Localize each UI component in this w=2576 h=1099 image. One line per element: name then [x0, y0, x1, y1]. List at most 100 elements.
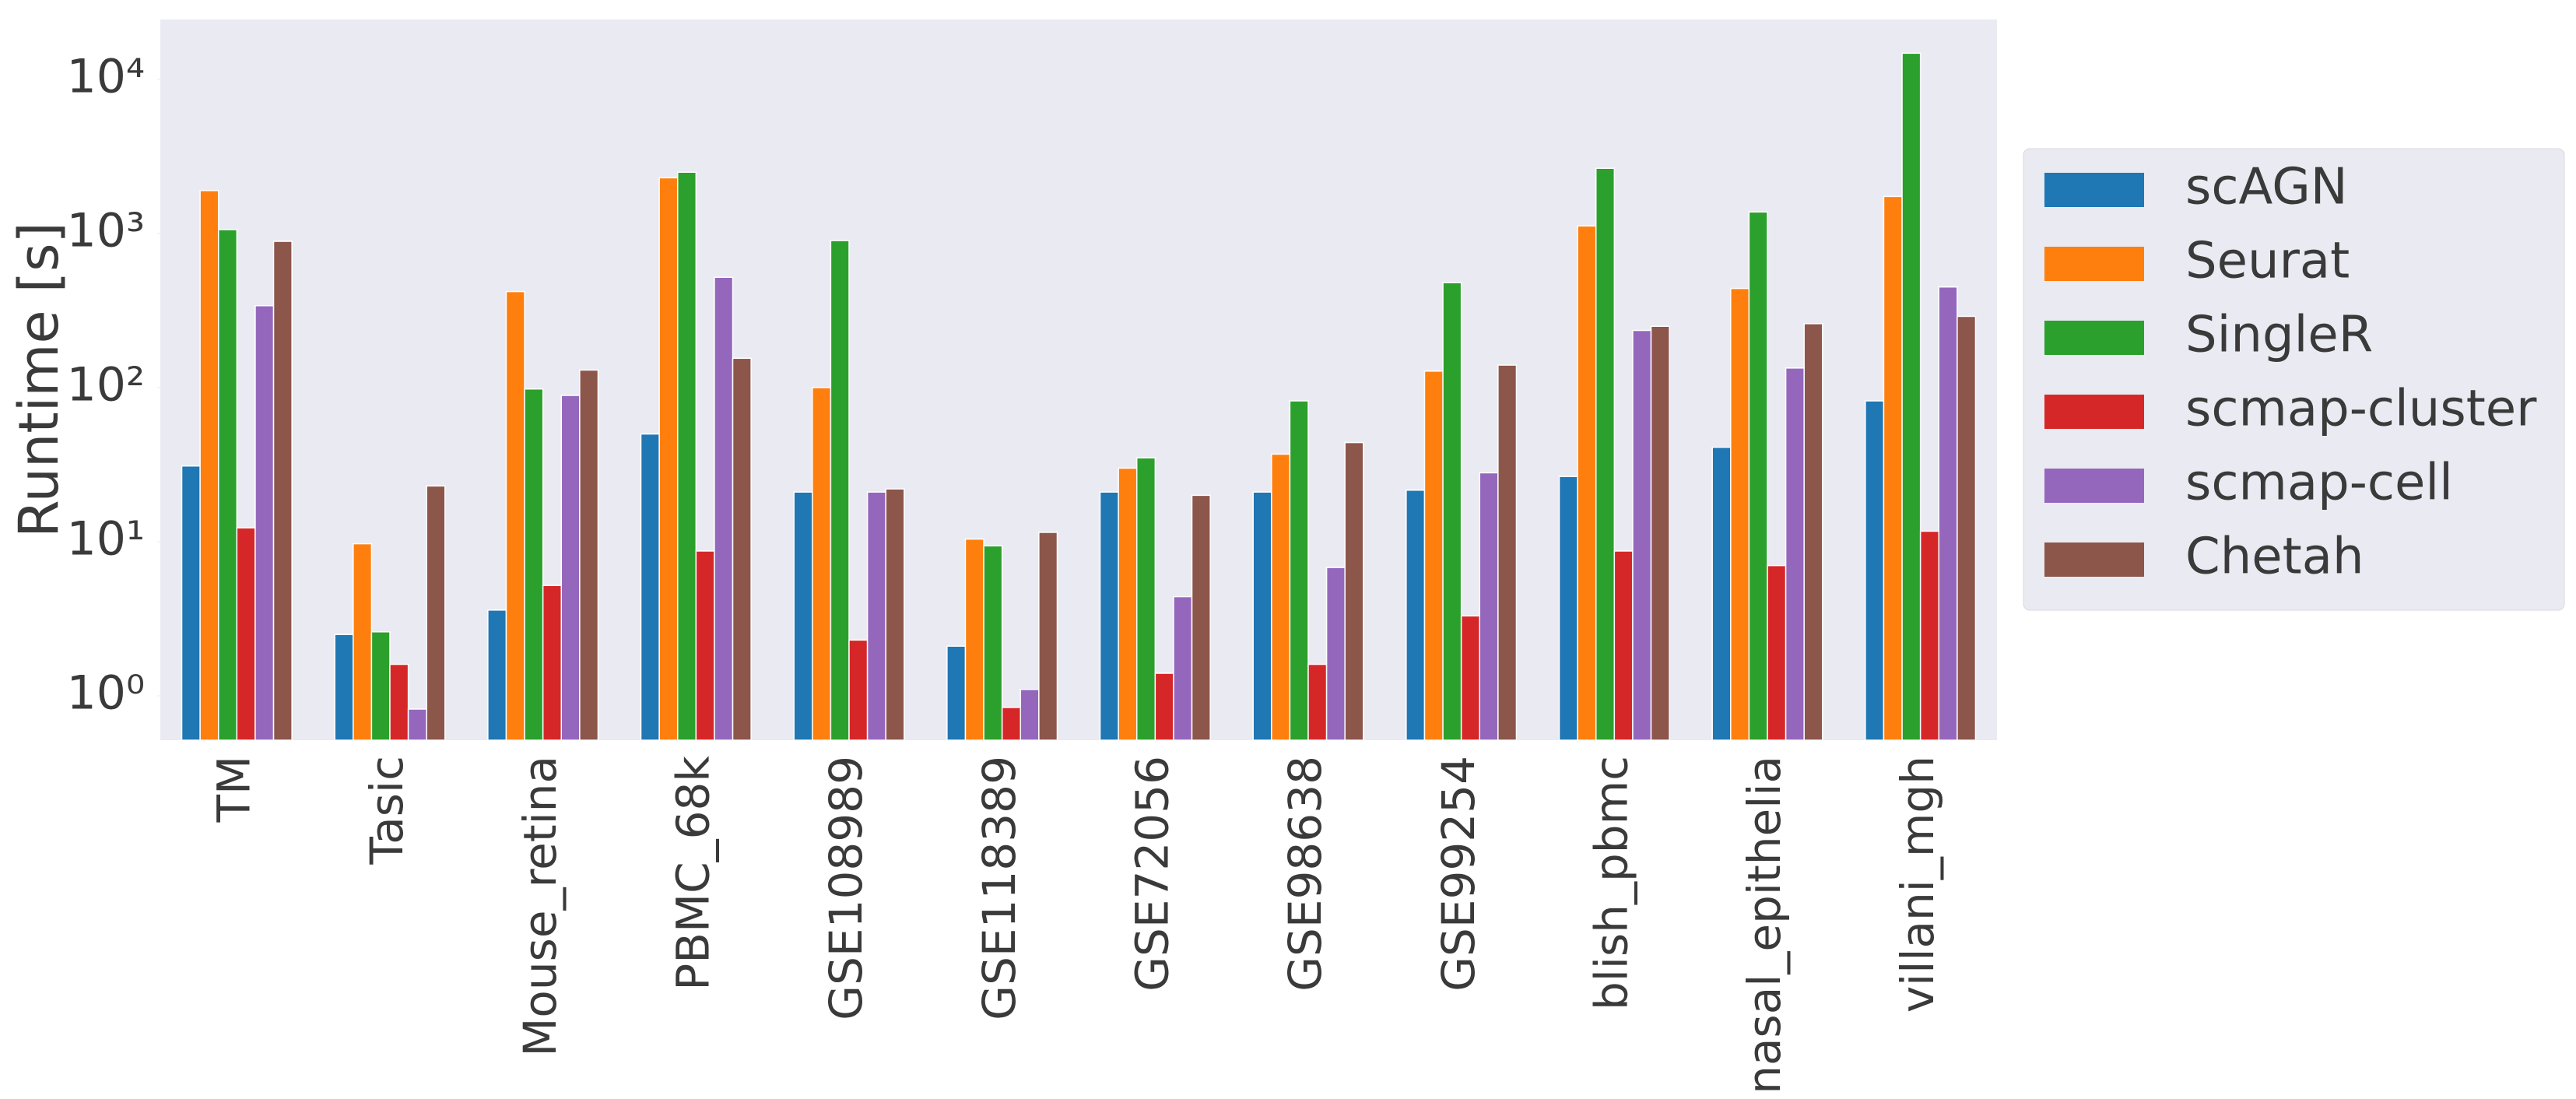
- legend-label: scmap-cell: [2185, 455, 2453, 512]
- bar: [1325, 567, 1346, 741]
- bar: [1613, 550, 1634, 741]
- bar: [1154, 672, 1174, 741]
- bar: [812, 387, 832, 741]
- bar: [370, 631, 391, 741]
- bar: [1497, 364, 1518, 741]
- bar: [885, 488, 905, 741]
- bar: [714, 276, 734, 741]
- y-tick-label: 10¹: [67, 512, 145, 567]
- bar: [1748, 211, 1768, 741]
- bar: [695, 550, 715, 741]
- bar: [1118, 467, 1138, 741]
- x-tick-label: GSE108989: [819, 756, 872, 1020]
- bar: [389, 663, 409, 741]
- y-axis-label: Runtime [s]: [7, 222, 71, 538]
- bar: [1344, 441, 1364, 741]
- bar: [1558, 476, 1578, 741]
- bar: [676, 171, 697, 741]
- bar: [199, 190, 219, 741]
- legend-label: Chetah: [2185, 528, 2364, 586]
- x-tick-label: PBMC_68k: [666, 756, 719, 991]
- x-tick-label: GSE98638: [1279, 756, 1332, 992]
- bar: [983, 545, 1003, 741]
- bar: [1099, 491, 1119, 741]
- legend-label: Seurat: [2185, 233, 2350, 290]
- bar: [640, 433, 660, 741]
- bar: [946, 645, 967, 741]
- x-tick-label: GSE72056: [1125, 756, 1178, 992]
- x-tick-label: Tasic: [360, 756, 413, 866]
- bar: [560, 395, 581, 741]
- bar: [793, 491, 813, 741]
- x-tick-label: TM: [207, 756, 260, 823]
- bar: [1289, 400, 1309, 741]
- bar: [217, 229, 238, 741]
- bar: [505, 290, 525, 741]
- bar: [1038, 532, 1058, 741]
- legend-label: scAGN: [2185, 159, 2348, 216]
- bar: [542, 585, 563, 741]
- bar: [1711, 446, 1732, 741]
- bar: [1191, 494, 1211, 741]
- bar: [334, 634, 354, 741]
- y-tick-label: 10⁰: [67, 666, 145, 721]
- bar: [524, 388, 544, 741]
- legend-swatch: [2044, 395, 2144, 429]
- y-tick-label: 10⁴: [67, 50, 145, 104]
- bar: [407, 708, 427, 741]
- bar: [866, 491, 886, 741]
- bar: [1957, 315, 1977, 741]
- bar: [1423, 370, 1444, 741]
- bar: [732, 357, 752, 741]
- bar: [964, 538, 984, 741]
- legend-swatch: [2044, 469, 2144, 503]
- bar: [1595, 167, 1616, 741]
- bar: [1442, 282, 1462, 741]
- bar: [1632, 329, 1652, 741]
- y-tick-label: 10³: [67, 204, 145, 258]
- bar: [579, 369, 599, 741]
- bar: [1406, 490, 1426, 741]
- legend-swatch: [2044, 247, 2144, 281]
- bar: [1730, 287, 1750, 741]
- bar: [1135, 457, 1156, 741]
- bar: [1938, 286, 1958, 741]
- bar: [487, 609, 507, 741]
- bar: [236, 527, 256, 741]
- bar: [1785, 367, 1805, 741]
- y-tick-label: 10²: [67, 358, 145, 413]
- bar: [1577, 225, 1597, 741]
- bar: [1901, 52, 1921, 741]
- bar: [353, 542, 373, 741]
- bar: [1001, 707, 1022, 741]
- bar: [1271, 453, 1291, 741]
- x-tick-label: GSE99254: [1432, 756, 1485, 992]
- x-tick-label: nasal_epithelia: [1738, 756, 1791, 1094]
- bar: [848, 639, 869, 741]
- bar: [272, 241, 293, 741]
- x-tick-label: GSE118389: [973, 756, 1026, 1020]
- bar: [1020, 689, 1040, 741]
- legend: [2023, 148, 2565, 611]
- x-tick-label: villani_mgh: [1891, 756, 1944, 1013]
- bar: [1173, 595, 1193, 741]
- bar: [181, 465, 201, 741]
- bar: [658, 177, 679, 741]
- legend-swatch: [2044, 173, 2144, 207]
- bar: [1650, 325, 1670, 741]
- legend-label: scmap-cluster: [2185, 381, 2537, 438]
- x-tick-label: Mouse_retina: [514, 756, 567, 1057]
- legend-swatch: [2044, 321, 2144, 355]
- bar: [1767, 564, 1787, 741]
- bar: [254, 305, 275, 741]
- bar: [1865, 400, 1885, 741]
- bar: [830, 240, 850, 741]
- plot-area: [160, 19, 1997, 740]
- bar: [1307, 663, 1328, 741]
- legend-label: SingleR: [2185, 307, 2373, 364]
- bar: [1883, 195, 1903, 741]
- legend-swatch: [2044, 542, 2144, 577]
- bar: [1803, 323, 1823, 741]
- bar: [1919, 530, 1940, 741]
